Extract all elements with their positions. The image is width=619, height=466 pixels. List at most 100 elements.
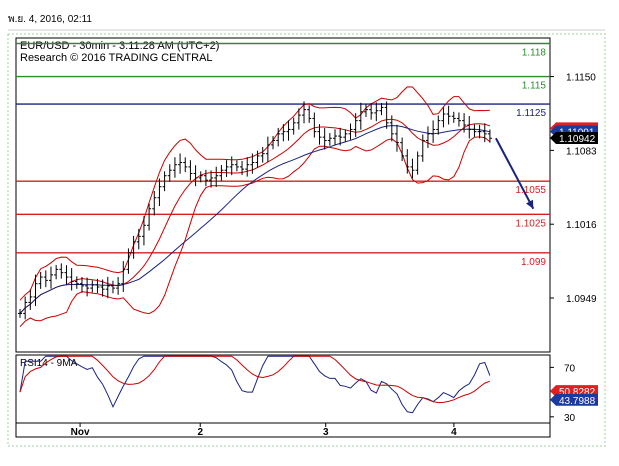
price-bar <box>18 309 22 318</box>
level-lines: 1.118 1.115 1.1125 1.1055 1.1025 1.099 <box>16 42 550 268</box>
moving-average <box>19 125 491 314</box>
price-bar <box>250 153 255 174</box>
rsi-tick-label: 70 <box>564 363 576 374</box>
forecast-arrow-shaft <box>495 137 535 210</box>
price-bar <box>312 112 317 138</box>
price-bar <box>23 296 28 320</box>
main-plot-area <box>15 37 551 353</box>
badge-label: 43.7988 <box>559 396 596 407</box>
price-bar <box>415 151 420 175</box>
price-bar <box>59 263 64 279</box>
price-bar <box>446 105 451 125</box>
price-bar <box>436 115 441 135</box>
bollinger-lower <box>19 136 491 328</box>
badge-label: 50.8282 <box>559 387 596 398</box>
rsi-tick-label: 30 <box>564 413 576 424</box>
y-tick-label: 1.1150 <box>566 73 596 84</box>
price-bar <box>255 150 260 168</box>
price-bar <box>178 153 183 174</box>
price-bar <box>363 104 368 117</box>
price-badge: 1.10942 <box>550 132 598 145</box>
price-bar <box>317 124 322 145</box>
price-bar <box>167 164 172 182</box>
price-bar <box>394 124 399 152</box>
price-bar <box>296 108 301 130</box>
price-bar <box>276 127 281 147</box>
price-bar <box>420 134 425 162</box>
rsi-line <box>19 355 491 414</box>
price-bar <box>105 276 110 299</box>
price-bar <box>477 124 482 139</box>
price-bar <box>188 160 193 181</box>
price-bar <box>384 101 389 129</box>
price-bar <box>95 278 100 293</box>
price-bar <box>110 280 115 294</box>
price-bar <box>456 112 461 127</box>
price-bar <box>209 170 214 188</box>
price-bar <box>183 157 188 173</box>
price-bar <box>343 129 348 142</box>
price-bar <box>353 113 358 137</box>
price-bar <box>379 103 384 116</box>
price-bar <box>28 289 33 310</box>
x-tick-label: Nov <box>71 427 90 438</box>
forecast-arrow <box>495 137 535 210</box>
price-bar <box>90 280 95 293</box>
price-bar <box>229 156 234 176</box>
price-bar <box>85 277 90 297</box>
price-bar <box>374 102 379 122</box>
price-bar <box>425 126 430 148</box>
chart-research-info: Research © 2016 TRADING CENTRAL <box>20 52 213 64</box>
x-axis-strip <box>15 422 551 438</box>
price-bar <box>141 216 146 246</box>
price-bar <box>281 124 286 142</box>
badge-shape <box>550 393 598 406</box>
x-axis: Nov 2 3 4 <box>71 423 457 438</box>
price-bar <box>162 171 167 192</box>
price-bar <box>74 276 79 289</box>
price-bar <box>333 129 338 145</box>
price-badges: 1.11031.110011.10942 <box>550 122 598 145</box>
header-timestamp: พ.ย. 4, 2016, 02:11 <box>8 14 92 25</box>
price-bar <box>100 279 105 297</box>
price-bar <box>487 129 492 143</box>
forecast-arrow-head <box>526 199 534 209</box>
x-tick-label: 4 <box>451 427 457 438</box>
price-bar <box>48 266 53 289</box>
price-bar <box>33 274 38 306</box>
y-tick-label: 1.1083 <box>566 146 597 157</box>
price-bar <box>327 133 332 146</box>
level-label: 1.1055 <box>515 185 546 196</box>
price-badge: 43.7988 <box>550 393 598 407</box>
price-bar <box>400 137 405 162</box>
price-bar <box>219 165 224 181</box>
x-tick-label: 2 <box>197 427 203 438</box>
price-bar <box>69 268 74 291</box>
level-label: 1.099 <box>521 257 546 268</box>
y-tick-label: 1.0949 <box>566 294 597 305</box>
price-bar <box>198 171 203 183</box>
badge-shape <box>550 132 598 145</box>
price-y-axis: 1.1150 1.1083 1.1016 1.0949 <box>550 73 597 305</box>
price-bar <box>405 149 410 174</box>
price-bar <box>245 157 250 177</box>
bollinger-mid <box>19 118 491 314</box>
price-bar <box>467 116 472 139</box>
price-bar <box>116 276 121 295</box>
level-label: 1.1125 <box>516 108 546 119</box>
bollinger-upper <box>19 86 490 301</box>
price-bar <box>172 157 177 178</box>
rsi-title: RSI14 - 9MA <box>20 358 78 369</box>
price-bar <box>348 123 353 140</box>
price-bar <box>136 228 141 250</box>
price-bar <box>302 101 307 124</box>
price-bar <box>322 128 327 150</box>
level-label: 1.1025 <box>515 218 546 229</box>
price-bar <box>157 178 162 207</box>
price-bar <box>38 271 43 289</box>
rsi-lines <box>19 355 491 414</box>
badge-label: 1.10942 <box>559 134 596 145</box>
price-bar <box>410 158 415 179</box>
price-bar <box>472 124 477 137</box>
price-bar <box>286 120 291 141</box>
